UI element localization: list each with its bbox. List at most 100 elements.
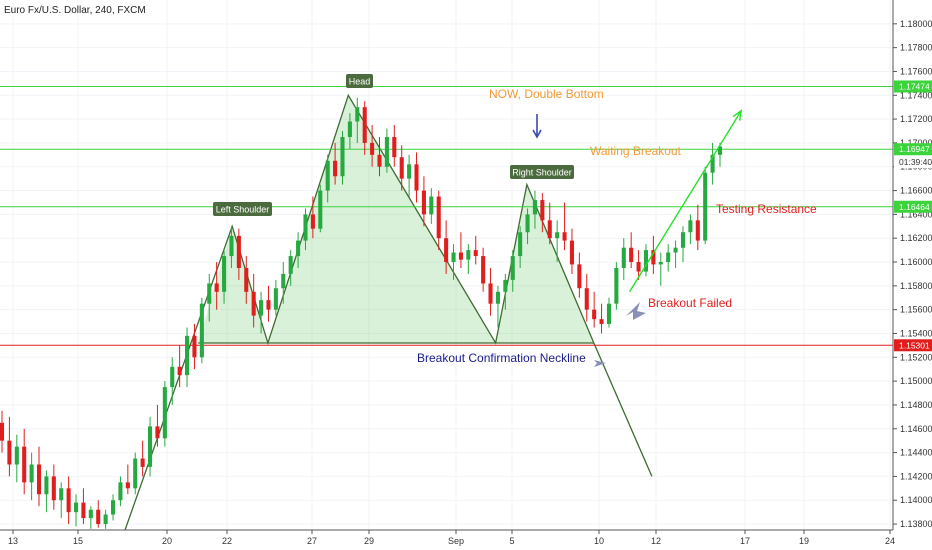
candle-body: [666, 252, 671, 263]
candle-body: [288, 256, 293, 274]
y-tick-label: 1.14200: [900, 471, 932, 481]
candle-body: [222, 256, 227, 292]
candle-body: [362, 107, 367, 143]
breakout-failed-annotation: Breakout Failed: [648, 296, 732, 310]
time-scale-ticks: 13 15 20 22 27 29 Sep 5 10 12 17 19 24: [8, 530, 895, 546]
candle-body: [59, 488, 64, 501]
x-tick-label: 29: [364, 536, 374, 546]
candle-body: [296, 240, 301, 257]
candle-body: [547, 220, 552, 239]
left-shoulder-label: Left Shoulder: [213, 202, 272, 216]
price-tag-label: 1.15301: [899, 340, 930, 350]
candle-body: [525, 214, 530, 233]
y-tick-label: 1.17800: [900, 43, 932, 53]
y-tick-label: 1.13800: [900, 519, 932, 529]
price-tag-label: 1.16464: [899, 202, 930, 212]
breakout-failed-arrow-icon: [626, 302, 646, 320]
candle-body: [658, 262, 663, 265]
x-tick-label: 12: [651, 536, 661, 546]
candle-body: [584, 288, 589, 310]
candle-body: [162, 387, 167, 439]
x-tick-label: 22: [222, 536, 232, 546]
pattern-fill: [198, 95, 594, 344]
candle-body: [532, 200, 537, 215]
candle-body: [407, 164, 412, 179]
candle-body: [44, 476, 49, 495]
grid: [0, 0, 893, 530]
candle-body: [518, 232, 523, 257]
candle-body: [118, 482, 123, 501]
candle-body: [562, 232, 567, 241]
y-tick-label: 1.14000: [900, 495, 932, 505]
candle-body: [606, 303, 612, 324]
candle-body: [303, 214, 308, 241]
y-tick-label: 1.14400: [900, 448, 932, 458]
y-tick-label: 1.14800: [900, 400, 932, 410]
candle-body: [466, 250, 471, 260]
candle-body: [540, 200, 545, 221]
candle-body: [436, 196, 441, 239]
candle-body: [599, 319, 604, 324]
candle-body: [177, 366, 182, 376]
candle-body: [347, 121, 352, 137]
candle-body: [214, 283, 219, 292]
overlay-drawings: [532, 109, 743, 367]
chart-title: Euro Fx/U.S. Dollar, 240, FXCM: [4, 5, 146, 16]
candle-body: [703, 172, 708, 241]
candle-body: [88, 509, 93, 519]
candle-body: [14, 446, 19, 465]
candle-body: [680, 232, 686, 248]
candle-body: [207, 283, 212, 304]
head-and-shoulders-pattern: [124, 93, 653, 531]
candle-body: [414, 164, 419, 191]
candle-body: [155, 426, 160, 439]
candle-body: [377, 154, 382, 167]
candle-body: [125, 482, 130, 489]
candle-body: [29, 464, 34, 483]
price-tag-label: 1.17474: [899, 81, 930, 91]
candle-body: [318, 190, 323, 229]
x-tick-label: 24: [885, 536, 895, 546]
candle-body: [133, 458, 138, 489]
candle-body: [36, 464, 42, 495]
y-tick-label: 1.15000: [900, 376, 932, 386]
head-label: Head: [346, 74, 373, 88]
projection-arrow-head: [732, 109, 743, 121]
x-tick-label: 20: [162, 536, 172, 546]
x-tick-label: 17: [740, 536, 750, 546]
candle-body: [199, 303, 204, 358]
candle-body: [370, 142, 375, 155]
price-tag: [894, 143, 932, 156]
candle-body: [51, 476, 56, 501]
candle-body: [458, 252, 463, 260]
y-tick-label: 1.15800: [900, 281, 932, 291]
x-tick-label: 27: [307, 536, 317, 546]
candle-body: [251, 291, 256, 316]
candle-body: [503, 279, 508, 292]
candle-body: [555, 232, 560, 239]
y-tick-label: 1.17200: [900, 114, 932, 124]
projection-arrow-line: [628, 110, 742, 293]
y-tick-label: 1.15200: [900, 352, 932, 362]
time-scale[interactable]: [0, 530, 932, 550]
candles: [0, 97, 723, 529]
candle-body: [170, 366, 175, 388]
candle-body: [81, 502, 86, 519]
testing-resistance-annotation: Testing Resistance: [716, 202, 817, 216]
y-tick-label: 1.14600: [900, 424, 932, 434]
y-tick-label: 1.15400: [900, 328, 932, 338]
candle-body: [688, 220, 693, 233]
candle-body: [444, 238, 449, 263]
candle-body: [96, 509, 101, 525]
waiting-breakout-annotation: Waiting Breakout: [590, 144, 682, 158]
candle-body: [451, 252, 456, 263]
x-tick-label: 5: [509, 536, 514, 546]
candle-body: [384, 136, 389, 167]
candle-body: [185, 335, 190, 376]
neckline-annotation: Breakout Confirmation Neckline: [417, 351, 586, 365]
candle-body: [569, 240, 574, 265]
candle-body: [103, 514, 108, 525]
down-arrow-head: [532, 129, 542, 139]
